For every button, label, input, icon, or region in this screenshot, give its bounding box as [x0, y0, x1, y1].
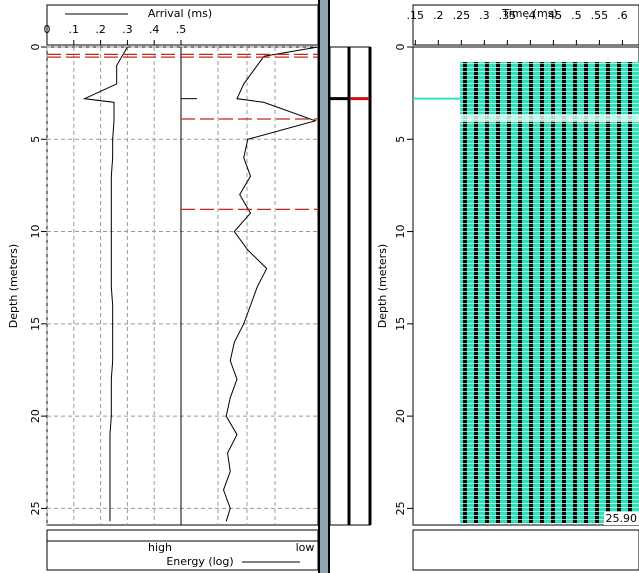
y-tick-label: 20	[394, 409, 407, 423]
y-tick-label: 0	[394, 44, 407, 51]
y-tick-label: 10	[29, 225, 42, 239]
x-tick-label: .25	[453, 9, 471, 22]
y-tick-label: 15	[394, 317, 407, 331]
y-tick-label: 25	[394, 501, 407, 515]
arrival-label: Arrival (ms)	[148, 7, 212, 20]
y-tick-label: 0	[29, 44, 42, 51]
x-tick-label: .5	[571, 9, 582, 22]
divider	[320, 0, 328, 573]
time-header	[412, 4, 639, 46]
x-tick-label: .4	[149, 23, 160, 36]
depth-readout: 25.90	[606, 512, 638, 525]
readout-bg	[604, 512, 639, 525]
x-tick-label: .2	[433, 9, 444, 22]
x-tick-label: .35	[499, 9, 517, 22]
y-tick-label: 25	[29, 501, 42, 515]
arrival-curve	[82, 46, 128, 522]
time-label: Time (ms)	[501, 7, 557, 20]
x-tick-label: .45	[545, 9, 563, 22]
energy-high: high	[148, 541, 172, 554]
depth-label: Depth (meters)	[7, 244, 20, 328]
x-tick-label: .55	[591, 9, 609, 22]
x-tick-label: .4	[525, 9, 536, 22]
y-tick-label: 15	[29, 317, 42, 331]
y-tick-label: 5	[29, 136, 42, 143]
x-tick-label: .1	[69, 23, 80, 36]
energy-label: Energy (log)	[166, 555, 233, 568]
divider-edge	[328, 0, 330, 573]
x-tick-label: .3	[479, 9, 490, 22]
waveform-image	[460, 62, 639, 523]
y-tick-label: 5	[394, 136, 407, 143]
y-tick-label: 10	[394, 225, 407, 239]
x-tick-label: .15	[407, 9, 425, 22]
energy-curve	[222, 46, 319, 522]
x-tick-label: .6	[617, 9, 628, 22]
waveform-band	[460, 114, 639, 122]
x-tick-label: .3	[122, 23, 133, 36]
x-tick-label: .5	[176, 23, 187, 36]
right-footer	[412, 529, 639, 571]
y-tick-label: 20	[29, 409, 42, 423]
divider-edge	[318, 0, 320, 573]
energy-low: low	[296, 541, 315, 554]
x-tick-label: 0	[44, 23, 51, 36]
depth-label: Depth (meters)	[376, 244, 389, 328]
x-tick-label: .2	[95, 23, 106, 36]
